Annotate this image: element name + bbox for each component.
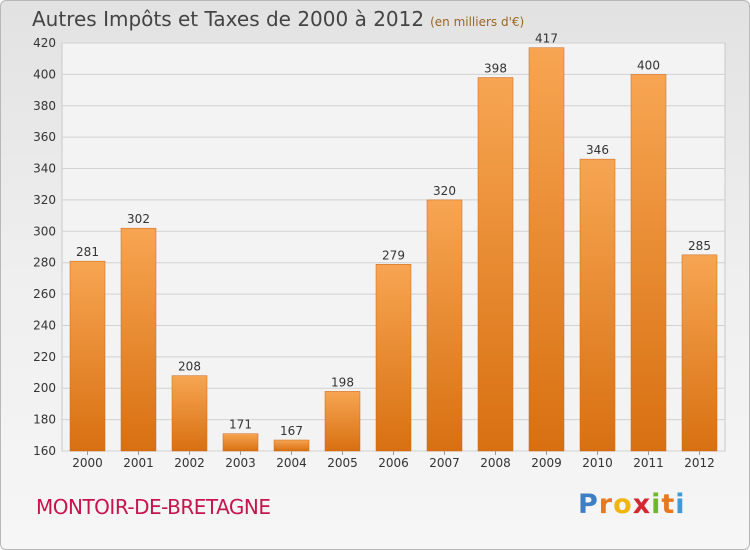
x-tick-label: 2001 xyxy=(123,456,154,470)
y-tick-label: 240 xyxy=(33,318,56,332)
bar xyxy=(681,254,718,452)
logo-letter: P xyxy=(578,489,599,520)
x-tick-label: 2004 xyxy=(276,456,307,470)
y-tick-label: 360 xyxy=(33,130,56,144)
y-tick-label: 400 xyxy=(33,67,56,81)
bar xyxy=(69,260,106,452)
data-label: 279 xyxy=(382,248,405,262)
y-tick-label: 200 xyxy=(33,381,56,395)
y-tick-label: 160 xyxy=(33,444,56,458)
logo-letter: x xyxy=(632,489,652,520)
x-tick-label: 2010 xyxy=(582,456,613,470)
x-tick-label: 2000 xyxy=(72,456,103,470)
bar xyxy=(171,375,208,452)
bar xyxy=(273,439,310,452)
data-label: 400 xyxy=(637,58,660,72)
bars: 281 302 208 171 167 198 279 320 398 417 346 400 285 xyxy=(69,32,718,452)
chart-title-text: Autres Impôts et Taxes de 2000 à 2012 xyxy=(32,7,425,31)
logo-letter: r xyxy=(598,489,614,520)
bar xyxy=(477,77,514,452)
y-tick-label: 340 xyxy=(33,162,56,176)
y-tick-label: 260 xyxy=(33,287,56,301)
logo-letter: t xyxy=(661,489,676,520)
x-tick-label: 2005 xyxy=(327,456,358,470)
bar xyxy=(426,199,463,452)
x-tick-label: 2002 xyxy=(174,456,205,470)
bar xyxy=(579,158,616,452)
bar xyxy=(222,433,259,452)
y-tick-label: 320 xyxy=(33,193,56,207)
city-name: MONTOIR-DE-BRETAGNE xyxy=(36,495,271,519)
y-axis: 160 180 200 220 240 260 280 300 320 340 360 380 400 4… xyxy=(33,36,56,458)
chart-subtitle: (en milliers d'€) xyxy=(430,15,525,29)
x-tick-label: 2003 xyxy=(225,456,256,470)
bar xyxy=(324,391,361,452)
x-tick-label: 2006 xyxy=(378,456,409,470)
x-tick-label: 2012 xyxy=(684,456,715,470)
y-tick-label: 300 xyxy=(33,224,56,238)
data-label: 281 xyxy=(76,245,99,259)
y-tick-label: 280 xyxy=(33,256,56,270)
y-tick-label: 380 xyxy=(33,99,56,113)
data-label: 198 xyxy=(331,375,354,389)
data-label: 398 xyxy=(484,62,507,76)
bar xyxy=(375,264,412,452)
proxiti-logo: Proxiti xyxy=(578,489,686,520)
logo-letter: i xyxy=(651,489,662,520)
x-tick-label: 2009 xyxy=(531,456,562,470)
data-label: 167 xyxy=(280,424,303,438)
x-tick-label: 2007 xyxy=(429,456,460,470)
data-label: 320 xyxy=(433,184,456,198)
data-label: 346 xyxy=(586,143,609,157)
x-tick-label: 2011 xyxy=(633,456,664,470)
y-tick-label: 180 xyxy=(33,413,56,427)
chart-title: Autres Impôts et Taxes de 2000 à 2012 (en… xyxy=(32,7,524,31)
y-tick-label: 220 xyxy=(33,350,56,364)
data-label: 302 xyxy=(127,212,150,226)
data-label: 417 xyxy=(535,32,558,46)
logo-letter: o xyxy=(613,489,633,520)
y-tick-label: 420 xyxy=(33,36,56,50)
data-label: 171 xyxy=(229,418,252,432)
bar xyxy=(630,74,667,452)
bar xyxy=(528,47,565,452)
logo-letter: i xyxy=(675,489,686,520)
x-tick-label: 2008 xyxy=(480,456,511,470)
bar xyxy=(120,227,157,452)
data-label: 208 xyxy=(178,360,201,374)
x-axis: 2000 2001 2002 2003 2004 2005 2006 2007 2008 2009… xyxy=(72,451,715,470)
data-label: 285 xyxy=(688,239,711,253)
